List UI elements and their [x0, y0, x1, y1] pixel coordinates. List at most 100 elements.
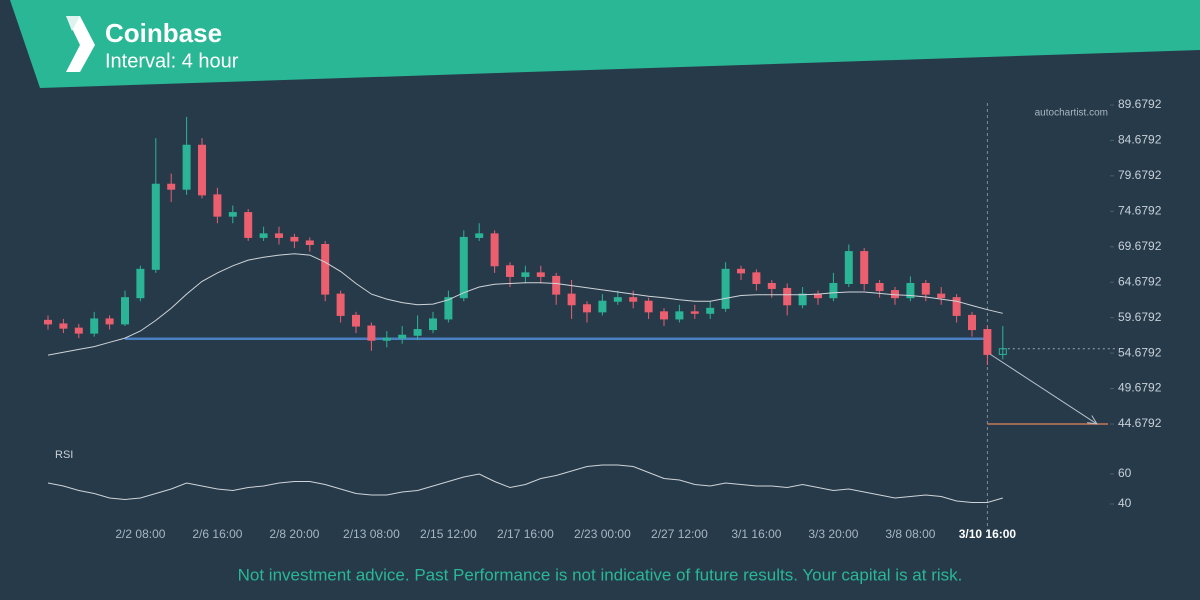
x-tick-label: 2/6 16:00 [192, 527, 242, 541]
candle-body [121, 297, 129, 325]
candle-body [475, 233, 484, 238]
candle-body [937, 293, 946, 299]
candle-body [844, 251, 853, 284]
y-tick-label: 69.6792 [1118, 239, 1162, 253]
candle-body [906, 282, 915, 299]
x-tick-label: 3/1 16:00 [731, 527, 781, 541]
x-tick-label: 2/2 08:00 [115, 527, 165, 541]
x-tick-label: 3/3 20:00 [808, 527, 858, 541]
y-tick-label: 44.6792 [1118, 416, 1162, 430]
candle-body [675, 311, 684, 320]
x-tick-label: 2/13 08:00 [343, 527, 400, 541]
candle-body [136, 268, 145, 299]
rsi-label: RSI [55, 449, 73, 461]
candle-body [629, 297, 638, 302]
x-tick-label: 2/27 12:00 [651, 527, 708, 541]
y-tick-label: 64.6792 [1118, 274, 1162, 288]
candle-body [151, 183, 160, 270]
candle-body [983, 329, 992, 355]
candle-body [644, 300, 653, 313]
x-tick-label: 2/8 20:00 [269, 527, 319, 541]
watermark: autochartist.com [1035, 108, 1108, 119]
logo-facet [66, 16, 80, 31]
x-tick-label: 2/23 00:00 [574, 527, 631, 541]
candle-body [767, 282, 776, 289]
candle-body [829, 282, 838, 299]
candle-body [413, 329, 422, 336]
candle-body [690, 311, 699, 314]
candle-body [490, 233, 499, 267]
candle-body [198, 144, 206, 196]
candle-body [59, 323, 68, 329]
candle-body [459, 236, 468, 299]
y-tick-label: 54.6792 [1118, 345, 1162, 359]
candle-body [721, 268, 730, 309]
logo [66, 16, 95, 72]
forecast-arrow [990, 353, 1098, 425]
y-tick-label: 84.6792 [1118, 133, 1162, 147]
candle-body [613, 297, 622, 302]
y-tick-label: 79.6792 [1118, 168, 1162, 182]
candle-body [552, 275, 561, 295]
candle-body [352, 314, 360, 327]
candle-body [752, 272, 761, 284]
candle-body [583, 304, 591, 313]
x-tick-label: 3/10 16:00 [959, 527, 1017, 541]
rsi-tick-label: 40 [1118, 496, 1132, 510]
candle-body [737, 268, 745, 274]
candle-body [182, 144, 191, 190]
candle-body [167, 183, 176, 190]
candle-body [305, 240, 314, 246]
candle-body [521, 272, 530, 277]
candle-body [952, 297, 961, 316]
forecast-arrowhead [1087, 415, 1098, 425]
rsi-line [47, 464, 1003, 503]
candle-body [536, 272, 545, 277]
candle-body [105, 318, 114, 325]
y-tick-label: 74.6792 [1118, 203, 1162, 217]
candle-body [429, 318, 437, 331]
rsi-tick-label: 60 [1118, 466, 1132, 480]
candle-body [336, 293, 345, 316]
candle-body [259, 233, 268, 238]
candle-body [444, 297, 453, 320]
x-tick-label: 2/15 12:00 [420, 527, 477, 541]
candle-body [213, 194, 222, 217]
candle-body [44, 319, 52, 325]
candle-body [860, 251, 869, 284]
chart-title: Coinbase [105, 18, 222, 48]
candle-body [244, 212, 253, 238]
candle-body [567, 293, 576, 306]
candle-body [998, 348, 1007, 355]
candle-body [382, 337, 391, 341]
candle-body [367, 325, 376, 341]
candle-body [660, 311, 668, 320]
moving-average [47, 253, 1003, 356]
chart-subtitle: Interval: 4 hour [105, 50, 239, 72]
disclaimer: Not investment advice. Past Performance … [238, 565, 963, 584]
candle-body [706, 307, 715, 314]
candle-body [875, 282, 884, 292]
candle-body [921, 282, 930, 295]
y-tick-label: 89.6792 [1118, 97, 1162, 111]
candle-body [90, 318, 99, 334]
candle-body [275, 233, 283, 238]
candle-body [74, 327, 83, 334]
y-tick-label: 49.6792 [1118, 381, 1162, 395]
candle-body [321, 244, 330, 295]
x-tick-label: 2/17 16:00 [497, 527, 554, 541]
candle-body [783, 287, 792, 306]
candle-body [398, 334, 407, 339]
candle-body [798, 293, 807, 306]
x-tick-label: 3/8 08:00 [885, 527, 935, 541]
candle-body [598, 300, 607, 313]
header-band [10, 0, 1200, 88]
y-tick-label: 59.6792 [1118, 310, 1162, 324]
candle-body [290, 236, 299, 242]
candle-body [968, 314, 976, 331]
candle-body [228, 212, 237, 217]
candle-body [506, 265, 514, 277]
